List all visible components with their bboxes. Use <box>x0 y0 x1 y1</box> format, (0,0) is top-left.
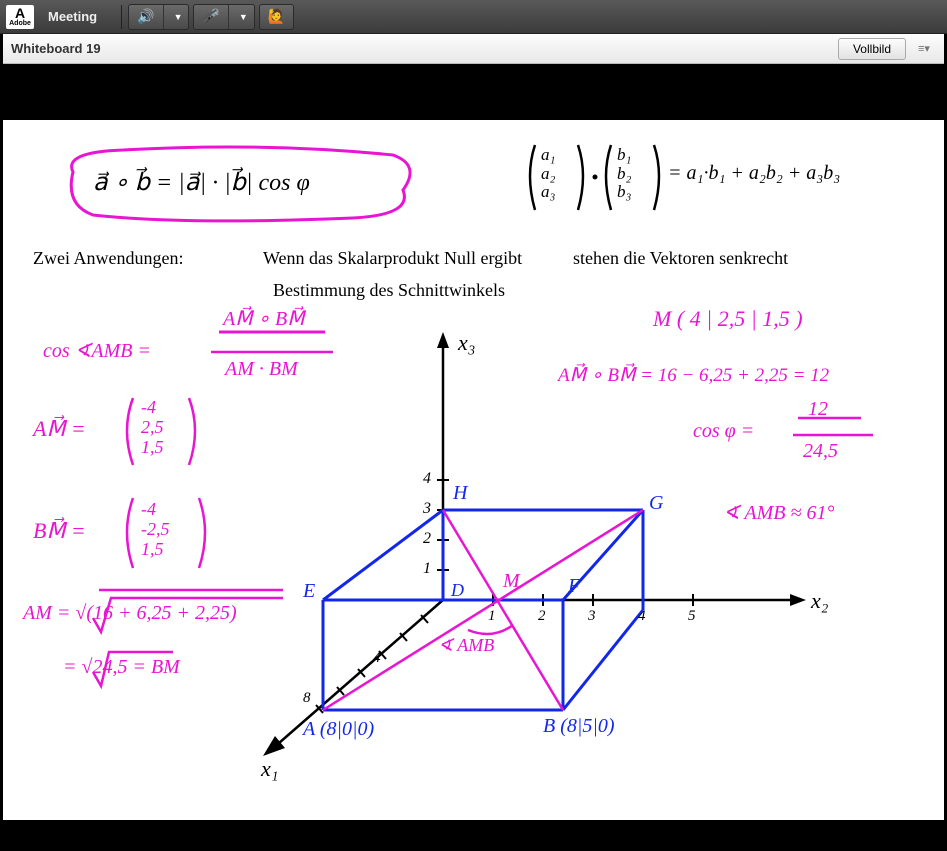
point-M-label: M <box>503 570 520 593</box>
pod-header: Whiteboard 19 Vollbild ≡▾ <box>3 34 944 64</box>
vertex-H: H <box>453 482 467 505</box>
tick-x2-4: 4 <box>638 608 646 625</box>
drawing-overlay <box>3 120 944 820</box>
cos-amb-numerator: AM⃗ ∘ BM⃗ <box>223 306 304 331</box>
am-vec-lhs: AM⃗ = <box>33 416 86 442</box>
vertex-A: A (8|0|0) <box>303 718 374 741</box>
tick-x2-5: 5 <box>688 608 696 625</box>
tick-x1-4: 4 <box>373 650 381 667</box>
vector-a-components: a₁ a₂ a₃ <box>541 146 555 202</box>
vector-b-components: b₁ b₂ b₃ <box>617 146 631 202</box>
tick-x3-1: 1 <box>423 560 431 578</box>
cos-value-num: 12 <box>808 398 828 421</box>
axis-x1-label: x₁ <box>261 756 278 782</box>
speaker-icon: 🔊 <box>137 8 154 25</box>
am-magnitude-expr: AM = √(16 + 6,25 + 2,25) <box>23 602 237 625</box>
pod-menu-icon[interactable]: ≡▾ <box>912 42 936 55</box>
text-schnittwinkel: Bestimmung des Schnittwinkels <box>273 280 505 301</box>
text-senkrecht: stehen die Vektoren senkrecht <box>573 248 788 269</box>
bottom-black-band <box>3 820 944 844</box>
dot-product-calc: AM⃗ ∘ BM⃗ = 16 − 6,25 + 2,25 = 12 <box>558 364 829 387</box>
meeting-menu[interactable]: Meeting <box>38 9 115 24</box>
pod-title: Whiteboard 19 <box>11 41 838 56</box>
am-magnitude-result: = √24,5 = BM <box>63 656 180 679</box>
tick-x3-2: 2 <box>423 530 431 548</box>
vertex-G: G <box>649 492 663 515</box>
text-anwendungen: Zwei Anwendungen: <box>33 248 183 269</box>
tick-x3-4: 4 <box>423 470 431 488</box>
mic-muted-icon: 🎤 <box>202 8 219 25</box>
tick-x3-3: 3 <box>423 500 431 518</box>
speaker-button[interactable]: 🔊 ▼ <box>128 4 189 30</box>
raise-hand-icon: 🙋 <box>268 8 285 25</box>
text-skalarprodukt-null: Wenn das Skalarprodukt Null ergibt <box>263 248 522 269</box>
vertex-B: B (8|5|0) <box>543 715 615 738</box>
cos-value-den: 24,5 <box>803 440 838 463</box>
bm-vec-lhs: BM⃗ = <box>33 518 86 544</box>
tick-x2-3: 3 <box>588 608 596 625</box>
angle-result: ∢ AMB ≈ 61° <box>723 500 834 525</box>
cos-amb-lhs: cos ∢AMB = <box>43 338 151 363</box>
vertex-D: D <box>451 580 464 601</box>
tick-x2-2: 2 <box>538 608 546 625</box>
chevron-down-icon[interactable]: ▼ <box>168 12 189 22</box>
cos-value-lhs: cos φ = <box>693 420 754 443</box>
axis-x3-label: x₃ <box>458 330 475 356</box>
raise-hand-button[interactable]: 🙋 <box>259 4 294 30</box>
fullscreen-button[interactable]: Vollbild <box>838 38 906 60</box>
whiteboard-canvas[interactable]: a⃗ ∘ b⃗ = |a⃗| · |b⃗| cos φ a₁ a₂ a₃ b₁ … <box>3 120 944 820</box>
vertex-E: E <box>303 580 315 603</box>
top-black-band <box>3 64 944 120</box>
am-vec-components: -4 2,5 1,5 <box>141 398 164 457</box>
formula-dot-product-components: = a₁·b₁ + a₂b₂ + a₃b₃ <box>668 162 840 185</box>
titlebar: A Adobe Meeting 🔊 ▼ 🎤 ▼ 🙋 <box>0 0 947 34</box>
angle-amb-label: ∢ AMB <box>438 635 494 656</box>
adobe-logo: A Adobe <box>6 5 34 29</box>
axis-x2-label: x₂ <box>811 588 828 614</box>
formula-dot-product-def: a⃗ ∘ b⃗ = |a⃗| · |b⃗| cos φ <box>93 168 310 197</box>
tick-x2-1: 1 <box>488 608 496 625</box>
chevron-down-icon[interactable]: ▼ <box>233 12 254 22</box>
bm-vec-components: -4 -2,5 1,5 <box>141 500 170 559</box>
mic-button[interactable]: 🎤 ▼ <box>193 4 254 30</box>
vertex-F: F <box>568 575 580 598</box>
point-M: M ( 4 | 2,5 | 1,5 ) <box>653 306 803 332</box>
cos-amb-denominator: AM · BM <box>225 358 298 381</box>
separator <box>121 5 122 29</box>
tick-x1-8: 8 <box>303 690 311 707</box>
